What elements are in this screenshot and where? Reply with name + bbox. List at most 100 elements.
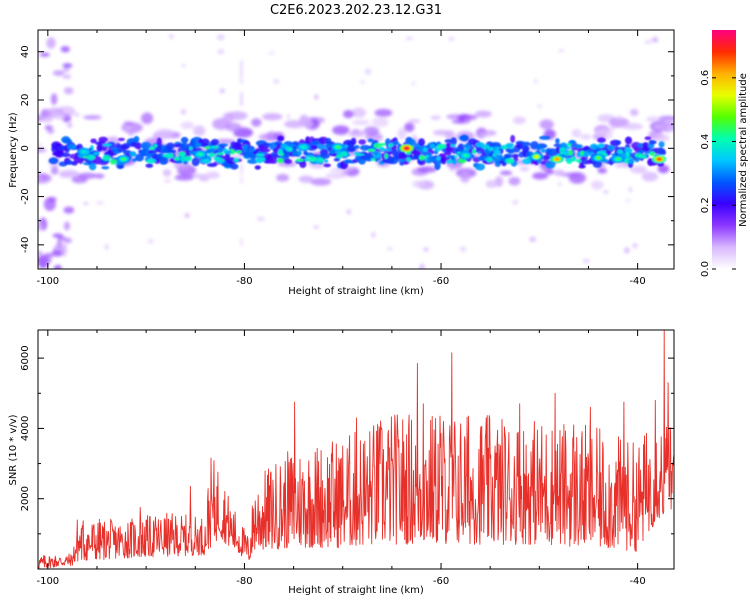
spectrogram-cell [629,108,639,117]
spectrogram-cell [222,112,234,125]
spectrogram-peak [121,157,126,161]
spectrogram-cell [522,158,532,165]
spectrogram-cell [38,223,43,231]
spectrogram-cell [392,141,400,146]
spectrogram-cell [46,37,56,49]
spectrogram-cell [295,158,304,162]
spectrogram-cell [646,116,660,123]
spectrogram-cell [503,153,513,159]
spectrogram-cell [379,142,386,146]
spectrogram-cell [603,189,609,194]
spectrogram-cell [505,158,515,164]
spectrogram-cell [129,151,137,157]
spectrogram-peak [335,145,340,149]
y-tick-label: 20 [20,94,31,107]
spectrogram-cell [358,139,367,145]
spectrogram-cell [102,143,112,147]
spectrogram-cell [124,124,132,131]
spectrogram-cell [411,81,416,86]
spectrogram-cell [149,146,156,150]
spectrogram-cell [450,137,457,146]
spectrogram-cell [632,243,638,249]
spectrogram-cell [67,122,73,128]
spectrogram-cell [406,157,411,162]
spectrogram-cell [532,172,549,180]
spectrogram-cell [443,151,452,156]
spectrogram-cell [419,263,425,269]
spectrogram-cell [62,74,72,79]
spectrogram-cell [273,78,280,84]
spectrogram-cell [493,149,501,155]
spectrogram-peak [657,157,662,161]
spectrogram-cell [153,144,158,148]
spectrogram-cell [127,130,134,136]
spectrogram-cell [286,113,291,120]
spectrogram-cell [388,143,394,147]
spectrogram-peak [463,154,468,158]
spectrogram-cell [323,163,331,168]
spectrogram-cell [594,128,613,141]
spectrogram-cell [82,155,88,159]
spectrogram-peak [534,155,539,159]
spectrogram-cell [597,167,608,174]
spectrogram-cell [88,162,97,171]
spectrogram-cell [319,152,330,160]
chart-title: C2E6.2023.202.23.12.G31 [270,3,442,18]
snr-y-axis-label: SNR (10 * v/v) [8,414,19,485]
spectrogram-cell [104,244,109,250]
spectrogram-peak [555,157,560,161]
spectrogram-cell [367,148,376,152]
spectrogram-cell [90,138,97,144]
spectrogram-cell [342,110,354,119]
spectrogram-cell [302,116,313,129]
spectrogram-x-ticks: -100 -80 -60 -40 [36,30,646,287]
spectrogram-cell [384,153,389,160]
spectrogram-cell [463,118,470,124]
spectrogram-cell [580,134,592,140]
spectrogram-cell [472,148,476,155]
spectrogram-cell [141,112,154,125]
spectrogram-cell [365,68,372,75]
spectrogram-cell [154,128,175,139]
spectrogram-cell [215,138,236,145]
spectrogram-cell [432,129,452,136]
spectrogram-cell [170,149,177,154]
spectrogram-cell [277,150,283,155]
spectrogram-cell [538,135,551,140]
spectrogram-cell [638,149,644,153]
spectrogram-cell [63,206,75,214]
spectrogram-cell [284,158,293,164]
spectrogram-cell [630,165,647,174]
spectrogram-cell [644,136,652,141]
spectrogram-cell [256,216,265,222]
snr-x-ticks: -100 -80 -60 -40 [36,330,646,587]
spectrogram-cell [50,93,58,105]
spectrogram-cell [512,153,519,159]
spectrogram-cell [287,143,296,148]
spectrogram-cell [446,159,453,164]
spectrogram-cell [570,156,577,162]
spectrogram-cell [145,159,155,163]
spectrogram-cell [463,148,470,153]
spectrogram-cell [240,163,243,169]
spectrogram-cell [305,136,311,145]
spectrogram-cell [208,147,217,152]
spectrogram-cell [597,143,605,149]
spectrogram-peak [198,152,203,156]
colorbar-tick-label: 0.6 [700,70,711,86]
spectrogram-cell [52,233,64,238]
spectrogram-cell [38,250,43,256]
spectrogram-cell [159,156,169,165]
spectrogram-cell [206,162,218,167]
spectrogram-cell [484,157,493,161]
spectrogram-cell [60,45,70,53]
spectrogram-cell [240,176,243,185]
spectrogram-cell [343,159,353,164]
spectrogram-cell [41,116,53,123]
spectrogram-cell [351,107,367,118]
spectrogram-cell [298,175,314,184]
spectrogram-cell [666,125,674,132]
spectrogram-cell [351,120,371,126]
spectrogram-cell [488,146,494,151]
